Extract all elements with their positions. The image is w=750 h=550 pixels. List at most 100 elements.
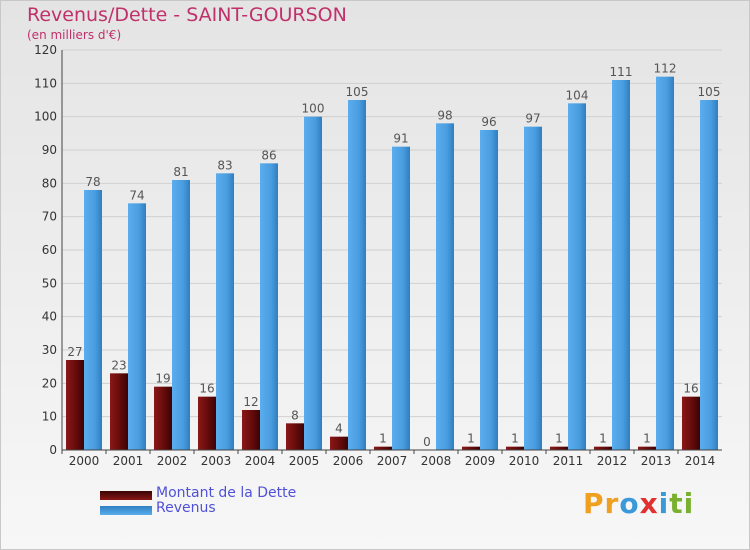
value-label-revenus: 78	[85, 175, 100, 189]
bar-revenus	[700, 100, 718, 450]
x-tick-label: 2010	[509, 454, 540, 468]
bar-revenus	[524, 126, 542, 451]
bar-chart: 2778237419811683128681004105191098196197…	[34, 43, 722, 468]
value-label-revenus: 104	[566, 88, 589, 102]
y-tick-label: 120	[34, 43, 57, 57]
bar-debt	[550, 446, 568, 450]
value-label-debt: 16	[199, 382, 214, 396]
value-label-debt: 1	[379, 432, 387, 446]
proxiti-logo: Proxiti	[583, 487, 694, 520]
chart-subtitle: (en milliers d'€)	[27, 28, 122, 42]
x-tick-label: 2001	[113, 454, 144, 468]
y-tick-label: 100	[34, 110, 57, 124]
value-label-debt: 4	[335, 422, 343, 436]
logo-letter: t	[669, 487, 684, 520]
x-tick-label: 2000	[69, 454, 100, 468]
value-label-revenus: 111	[610, 65, 633, 79]
y-tick-label: 50	[42, 276, 57, 290]
x-tick-label: 2014	[685, 454, 716, 468]
x-tick-label: 2002	[157, 454, 188, 468]
value-label-debt: 23	[111, 358, 126, 372]
bar-revenus	[304, 116, 322, 451]
value-label-debt: 1	[467, 432, 475, 446]
value-label-revenus: 91	[393, 132, 408, 146]
bar-revenus	[612, 80, 630, 450]
y-tick-label: 0	[49, 443, 57, 457]
bar-revenus	[392, 146, 410, 450]
value-label-revenus: 105	[346, 85, 369, 99]
bar-debt	[110, 373, 128, 450]
value-label-revenus: 74	[129, 188, 144, 202]
value-label-debt: 1	[555, 432, 563, 446]
y-tick-label: 110	[34, 76, 57, 90]
value-label-revenus: 86	[261, 148, 276, 162]
x-tick-label: 2003	[201, 454, 232, 468]
value-label-debt: 8	[291, 408, 299, 422]
bar-revenus	[480, 130, 498, 450]
value-label-debt: 27	[67, 345, 82, 359]
bar-revenus	[568, 103, 586, 450]
value-label-revenus: 97	[525, 112, 540, 126]
value-label-debt: 1	[511, 432, 519, 446]
bar-revenus	[436, 123, 454, 450]
logo-letter: i	[683, 487, 695, 520]
value-label-revenus: 83	[217, 158, 232, 172]
bar-revenus	[348, 100, 366, 450]
y-tick-label: 70	[42, 210, 57, 224]
x-tick-label: 2005	[289, 454, 320, 468]
bar-debt	[682, 396, 700, 450]
bar-debt	[462, 446, 480, 450]
value-label-debt: 16	[683, 382, 698, 396]
y-tick-label: 60	[42, 243, 57, 257]
bar-debt	[242, 410, 260, 450]
bar-debt	[286, 423, 304, 450]
bar-debt	[198, 396, 216, 450]
legend-label-debt: Montant de la Dette	[156, 485, 297, 501]
legend-swatch-debt	[100, 491, 152, 500]
legend-swatch-revenus	[100, 506, 152, 515]
logo-letter: o	[619, 487, 640, 520]
y-tick-label: 20	[42, 376, 57, 390]
logo-letter: r	[604, 487, 620, 520]
bar-revenus	[172, 180, 190, 450]
bar-debt	[638, 446, 656, 450]
logo-letter: P	[583, 487, 605, 520]
y-tick-label: 30	[42, 343, 57, 357]
bar-debt	[506, 446, 524, 450]
value-label-debt: 12	[243, 395, 258, 409]
bar-debt	[154, 386, 172, 450]
x-tick-label: 2012	[597, 454, 628, 468]
value-label-revenus: 112	[654, 62, 677, 76]
y-tick-label: 80	[42, 176, 57, 190]
bar-debt	[594, 446, 612, 450]
bar-revenus	[260, 163, 278, 451]
value-label-revenus: 98	[437, 108, 452, 122]
value-label-revenus: 81	[173, 165, 188, 179]
bar-revenus	[216, 173, 234, 451]
y-tick-label: 90	[42, 143, 57, 157]
x-tick-label: 2013	[641, 454, 672, 468]
logo-letter: x	[639, 487, 659, 520]
x-tick-label: 2011	[553, 454, 584, 468]
x-tick-label: 2007	[377, 454, 408, 468]
bar-revenus	[84, 190, 102, 450]
logo-letter: i	[658, 487, 670, 520]
y-tick-label: 40	[42, 310, 57, 324]
legend-label-revenus: Revenus	[156, 500, 216, 516]
bar-debt	[66, 360, 84, 450]
bar-debt	[374, 446, 392, 450]
value-label-revenus: 100	[302, 102, 325, 116]
y-tick-label: 10	[42, 410, 57, 424]
value-label-revenus: 96	[481, 115, 496, 129]
x-tick-label: 2009	[465, 454, 496, 468]
value-label-debt: 19	[155, 372, 170, 386]
value-label-debt: 1	[643, 432, 651, 446]
value-label-debt: 1	[599, 432, 607, 446]
bar-revenus	[656, 76, 674, 451]
chart-title: Revenus/Dette - SAINT-GOURSON	[27, 4, 347, 26]
bar-revenus	[128, 203, 146, 450]
value-label-debt: 0	[423, 435, 431, 449]
x-tick-label: 2004	[245, 454, 276, 468]
value-label-revenus: 105	[698, 85, 721, 99]
bar-debt	[330, 436, 348, 450]
